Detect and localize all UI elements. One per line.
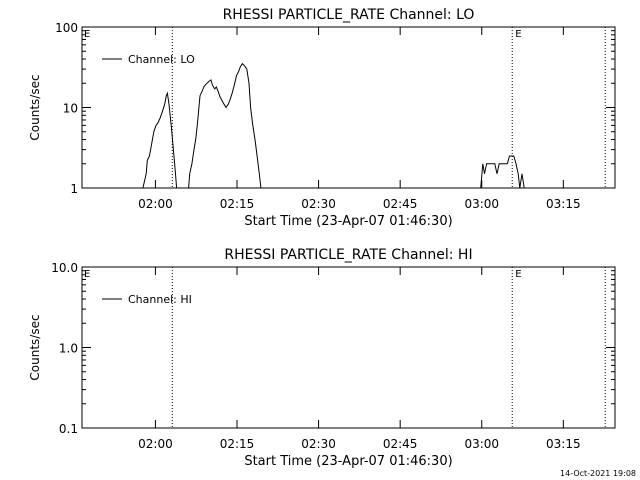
x-tick-label: 02:30 bbox=[301, 437, 336, 451]
series-line bbox=[188, 62, 262, 189]
corner-label: E bbox=[84, 29, 90, 40]
x-tick-label: 03:00 bbox=[464, 197, 499, 211]
series-line bbox=[480, 155, 527, 189]
y-axis-label: Counts/sec bbox=[28, 314, 42, 380]
y-tick-label: 10 bbox=[63, 102, 78, 116]
panels: RHESSI PARTICLE_RATE Channel: LO Counts/s… bbox=[28, 7, 616, 469]
x-tick-label: 02:30 bbox=[301, 197, 336, 211]
x-tick-label: 03:00 bbox=[464, 437, 499, 451]
series-line bbox=[142, 91, 178, 189]
y-tick-label: 10.0 bbox=[51, 261, 78, 275]
footer-timestamp: 14-Oct-2021 19:08 bbox=[560, 469, 636, 478]
legend-label: Channel: HI bbox=[128, 293, 192, 306]
chart-panel-lo: RHESSI PARTICLE_RATE Channel: LO Counts/s… bbox=[28, 7, 616, 229]
chart-panel-hi: RHESSI PARTICLE_RATE Channel: HI Counts/s… bbox=[28, 247, 616, 469]
legend-label: Channel: LO bbox=[128, 53, 195, 66]
x-tick-label: 02:15 bbox=[220, 437, 255, 451]
x-axis-label: Start Time (23-Apr-07 01:46:30) bbox=[244, 214, 452, 229]
y-tick-label: 1.0 bbox=[59, 342, 78, 356]
y-tick-label: 1 bbox=[70, 182, 78, 196]
corner-label: E bbox=[84, 269, 90, 280]
x-tick-label: 02:15 bbox=[220, 197, 255, 211]
y-axis-label: Counts/sec bbox=[28, 74, 42, 140]
x-tick-label: 03:15 bbox=[546, 197, 581, 211]
event-marker-label: E bbox=[515, 269, 521, 280]
y-tick-label: 100 bbox=[55, 21, 78, 35]
x-tick-label: 02:45 bbox=[383, 437, 418, 451]
x-tick-label: 02:00 bbox=[138, 197, 173, 211]
chart-title: RHESSI PARTICLE_RATE Channel: LO bbox=[223, 7, 475, 23]
x-tick-label: 02:00 bbox=[138, 437, 173, 451]
x-tick-label: 02:45 bbox=[383, 197, 418, 211]
event-marker-label: E bbox=[515, 29, 521, 40]
x-axis-label: Start Time (23-Apr-07 01:46:30) bbox=[244, 454, 452, 469]
chart-title: RHESSI PARTICLE_RATE Channel: HI bbox=[224, 247, 472, 263]
x-tick-label: 03:15 bbox=[546, 437, 581, 451]
y-tick-label: 0.1 bbox=[59, 422, 78, 436]
